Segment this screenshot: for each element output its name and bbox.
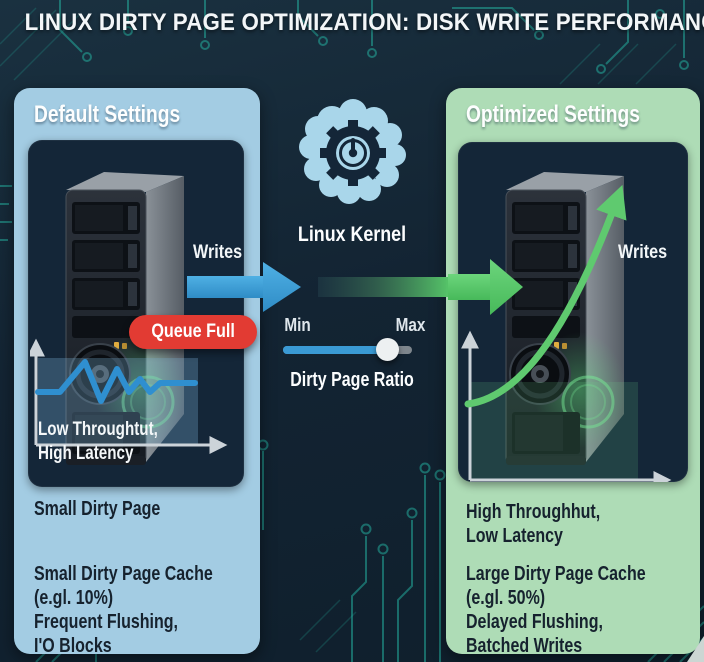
left-panel-header: Default Settings xyxy=(34,101,181,128)
queue-full-badge-label: Queue Full xyxy=(151,321,235,342)
right-panel-header: Optimized Settings xyxy=(466,101,640,128)
linux-kernel-label: Linux Kernel xyxy=(297,223,407,246)
right-details-text: Large Dirty Page Cache (e.gl. 50%) Delay… xyxy=(466,563,646,657)
left-details-text: Small Dirty Page Cache (e.gl. 10%) Frequ… xyxy=(34,563,213,657)
slider-fill xyxy=(283,346,384,354)
growth-curve-arrow-icon xyxy=(464,184,627,408)
blue-right-arrow-icon xyxy=(187,262,301,312)
throttle-gradient-bar xyxy=(318,277,448,297)
default-settings-panel: Default Settings xyxy=(14,88,260,657)
corner-triangle-decoration xyxy=(687,636,704,662)
left-summary-text: Small Dirty Page xyxy=(34,498,161,520)
slider-caption: Dirty Page Ratio xyxy=(290,369,414,391)
right-chart-caption: High Throughhut, Low Latency xyxy=(466,501,601,547)
right-writes-label: Writes xyxy=(618,242,668,263)
slider-max-label: Max xyxy=(395,315,426,335)
brain-gear-icon xyxy=(299,99,406,204)
right-inner-box: Writes xyxy=(458,142,688,482)
left-writes-label: Writes xyxy=(193,242,243,263)
dirty-page-ratio-slider-track[interactable] xyxy=(283,346,412,354)
green-right-arrow-icon xyxy=(448,259,523,315)
queue-full-badge: Queue Full xyxy=(129,315,258,349)
left-chart-caption: Low Throughtut, High Latency xyxy=(38,419,158,464)
left-inner-box: Writes Queue Full Low Throughtut, High L… xyxy=(28,140,258,487)
dirty-page-ratio-slider-thumb[interactable] xyxy=(376,338,399,361)
low-throughput-chart xyxy=(30,338,228,454)
optimized-settings-panel: Optimized Settings xyxy=(446,88,700,657)
data-flow-arrows xyxy=(187,259,523,315)
page-title: LINUX DIRTY PAGE OPTIMIZATION: DISK WRIT… xyxy=(24,9,704,36)
high-throughput-growth-chart xyxy=(461,184,672,482)
slider-min-label: Min xyxy=(284,315,311,335)
